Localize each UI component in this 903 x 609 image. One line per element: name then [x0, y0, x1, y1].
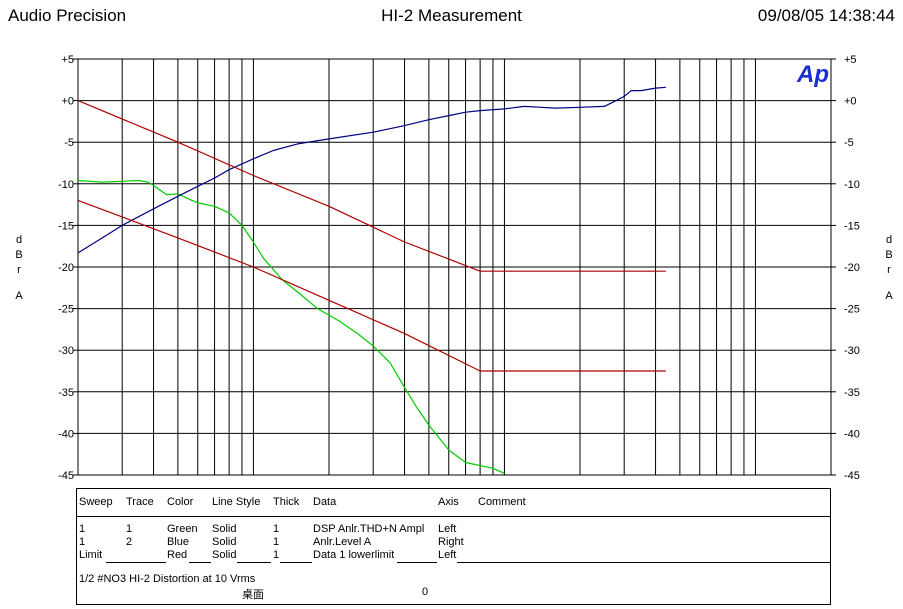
- row1-trace: 1: [126, 523, 133, 535]
- row1-line-style: Solid: [212, 523, 237, 535]
- y-tick-label-right: -30: [844, 345, 860, 357]
- y-tick-label-left: +5: [61, 54, 74, 66]
- col-header-color: Color: [167, 496, 194, 508]
- y-axis-label-letter: d: [15, 234, 23, 246]
- y-tick-label-left: -20: [58, 262, 74, 274]
- y-axis-label-right: d B r: [883, 233, 895, 278]
- row1-sweep: 1: [79, 523, 86, 535]
- y-tick-label-left: -35: [58, 387, 74, 399]
- row1-data: DSP Anlr.THD+N Ampl: [313, 523, 425, 535]
- col-header-thick: Thick: [273, 496, 300, 508]
- col-header-line-style: Line Style: [212, 496, 261, 508]
- header-title: HI-2 Measurement: [381, 6, 522, 25]
- limit-underline: [457, 562, 831, 563]
- y-axis-unit-right: A: [885, 290, 893, 302]
- col-header-axis: Axis: [438, 496, 459, 508]
- y-tick-label-right: -35: [844, 387, 860, 399]
- series-line-red-2: [77, 100, 666, 272]
- header-timestamp: 09/08/05 14:38:44: [757, 6, 895, 25]
- row2-color: Blue: [167, 536, 190, 548]
- y-axis-label-left: d B r: [13, 233, 25, 278]
- row2-data: Anlr.Level A: [313, 536, 372, 548]
- y-tick-label-left: -25: [58, 304, 74, 316]
- row1-axis: Left: [438, 523, 457, 535]
- y-tick-label-right: -40: [844, 428, 860, 440]
- limit-underline: [397, 562, 437, 563]
- legend-table: Sweep Trace Color Line Style Thick Data …: [76, 488, 831, 605]
- y-tick-label-right: +0: [844, 96, 857, 108]
- y-tick-label-right: -20: [844, 262, 860, 274]
- row2-trace: 2: [126, 536, 133, 548]
- limit-underline: [280, 562, 312, 563]
- limit-underline: [189, 562, 211, 563]
- y-tick-label-right: -10: [844, 179, 860, 191]
- col-header-trace: Trace: [126, 496, 154, 508]
- y-axis-label-letter: r: [887, 264, 891, 276]
- table-divider: [77, 516, 830, 517]
- y-tick-label-left: -30: [58, 345, 74, 357]
- y-axis-label-letter: B: [885, 249, 893, 261]
- row3-axis: Left: [438, 549, 457, 561]
- y-tick-label-right: -25: [844, 304, 860, 316]
- y-tick-label-left: -45: [58, 470, 74, 482]
- y-tick-label-left: -5: [64, 137, 74, 149]
- row1-thick: 1: [273, 523, 280, 535]
- y-tick-label-right: -5: [844, 137, 854, 149]
- footer-label: 桌面: [242, 589, 264, 601]
- row3-thick: 1: [273, 549, 280, 561]
- ap-logo: Ap: [796, 61, 829, 88]
- row3-data: Data 1 lowerlimit: [313, 549, 395, 561]
- y-axis-label-letter: d: [885, 234, 893, 246]
- y-tick-label-right: -45: [844, 470, 860, 482]
- chart-plot: +5 +0 -5 -10 -15 -20 -25 -30 -35 -40 -45 +5 +0 -5 -10 -…: [58, 54, 860, 482]
- series-line-green-0: [77, 179, 505, 474]
- row2-thick: 1: [273, 536, 280, 548]
- y-tick-label-left: -10: [58, 179, 74, 191]
- row2-sweep: 1: [79, 536, 86, 548]
- col-header-data: Data: [313, 496, 337, 508]
- footer-value: 0: [422, 586, 429, 598]
- row3-color: Red: [167, 549, 188, 561]
- col-header-comment: Comment: [478, 496, 526, 508]
- limit-underline: [237, 562, 271, 563]
- row2-line-style: Solid: [212, 536, 237, 548]
- series-line-red-3: [77, 199, 666, 372]
- row2-axis: Right: [438, 536, 464, 548]
- footer-description: 1/2 #NO3 HI-2 Distortion at 10 Vrms: [79, 573, 256, 585]
- y-axis-label-letter: B: [15, 249, 23, 261]
- row1-color: Green: [167, 523, 198, 535]
- limit-underline: [106, 562, 166, 563]
- y-axis-unit-left: A: [15, 290, 23, 302]
- y-tick-label-right: +5: [844, 54, 857, 66]
- y-tick-label-left: -15: [58, 220, 74, 232]
- row3-line-style: Solid: [212, 549, 237, 561]
- y-axis-label-letter: r: [17, 264, 21, 276]
- row3-sweep: Limit: [79, 549, 103, 561]
- y-tick-label-left: -40: [58, 428, 74, 440]
- col-header-sweep: Sweep: [79, 496, 113, 508]
- header-app-name: Audio Precision: [8, 6, 127, 25]
- y-tick-label-right: -15: [844, 220, 860, 232]
- series-line-blue-1: [77, 86, 666, 254]
- y-tick-label-left: +0: [61, 96, 74, 108]
